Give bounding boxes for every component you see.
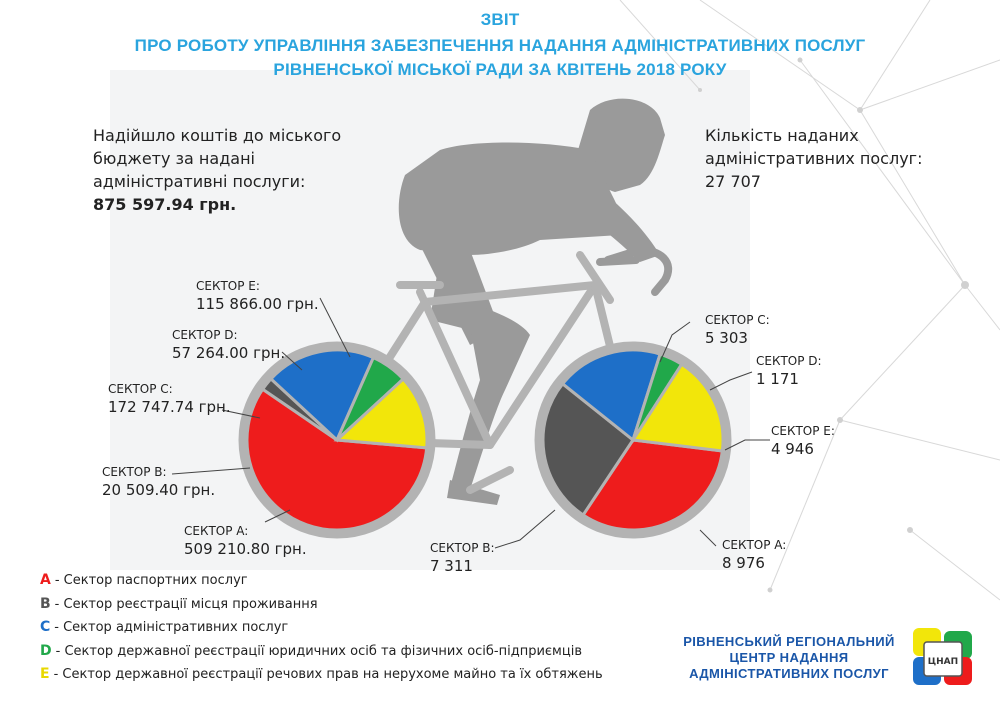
network-nodes <box>698 57 969 593</box>
funds-label-b: СЕКТОР B: 20 509.40 грн. <box>102 465 215 500</box>
services-label-d: СЕКТОР D: 1 171 <box>756 354 822 389</box>
legend-letter-e: E <box>40 666 50 682</box>
services-wheel-rim <box>534 341 732 539</box>
services-label-2: адміністративних послуг: <box>705 149 923 168</box>
services-label-a: СЕКТОР A: 8 976 <box>722 538 786 573</box>
funds-label-b-cat: СЕКТОР B: <box>102 465 167 479</box>
legend-text-a: - Сектор паспортних послуг <box>54 573 248 588</box>
report-subtitle-1: ПРО РОБОТУ УПРАВЛІННЯ ЗАБЕЗПЕЧЕННЯ НАДАН… <box>134 36 866 55</box>
services-total: 27 707 <box>705 172 761 191</box>
legend-text-b: - Сектор реєстрації місця проживання <box>54 596 318 612</box>
services-leader-lines <box>494 321 770 549</box>
funds-label-2: бюджету за надані <box>93 149 255 168</box>
services-label-d-val: 1 171 <box>756 370 799 388</box>
funds-total: 875 597.94 грн. <box>93 195 237 214</box>
sector-legend: A- Сектор паспортних послуг B- Сектор ре… <box>40 569 603 687</box>
org-name-1: РІВНЕНСЬКИЙ РЕГІОНАЛЬНИЙ <box>683 634 895 649</box>
legend-text-d: - Сектор державної реєстрації юридичних … <box>55 643 582 659</box>
funds-label-d-cat: СЕКТОР D: <box>172 328 238 342</box>
services-label-a-val: 8 976 <box>722 554 765 572</box>
services-label-b-cat: СЕКТОР B: <box>430 541 495 555</box>
services-label-b-val: 7 311 <box>430 557 473 575</box>
services-label-a-cat: СЕКТОР A: <box>722 538 787 552</box>
funds-label-d: СЕКТОР D: 57 264.00 грн. <box>172 328 285 363</box>
services-summary: Кількість наданих адміністративних послу… <box>705 124 922 193</box>
funds-wheel-rim <box>238 341 436 539</box>
services-label-1: Кількість наданих <box>705 126 859 145</box>
funds-label-c: СЕКТОР C: 172 747.74 грн. <box>108 382 231 417</box>
legend-letter-a: A <box>40 572 51 588</box>
report-subtitle-2: РІВНЕНСЬКОЇ МІСЬКОЇ РАДИ ЗА КВІТЕНЬ 2018… <box>273 60 727 79</box>
funds-label-d-val: 57 264.00 грн. <box>172 344 286 362</box>
org-name-2: ЦЕНТР НАДАННЯ <box>729 650 849 665</box>
report-title: ЗВІТ <box>480 10 520 29</box>
cnap-logo: ЦНАП <box>913 628 972 685</box>
services-pie-chart <box>541 348 725 532</box>
funds-label-a: СЕКТОР A: 509 210.80 грн. <box>184 524 307 559</box>
legend-item-a: A- Сектор паспортних послуг <box>40 569 603 593</box>
legend-letter-d: D <box>40 642 52 659</box>
services-label-c: СЕКТОР C: 5 303 <box>705 313 770 348</box>
services-label-d-cat: СЕКТОР D: <box>756 354 822 368</box>
legend-item-c: C- Сектор адміністративних послуг <box>40 616 603 640</box>
funds-label-c-cat: СЕКТОР C: <box>108 382 173 396</box>
services-label-c-val: 5 303 <box>705 329 748 347</box>
svg-text:ЦНАП: ЦНАП <box>928 657 958 667</box>
funds-label-a-val: 509 210.80 грн. <box>184 540 307 558</box>
legend-item-b: B- Сектор реєстрації місця проживання <box>40 593 603 617</box>
handlebar <box>596 245 673 296</box>
legend-letter-c: C <box>40 619 51 635</box>
funds-summary: Надійшло коштів до міського бюджету за н… <box>93 124 341 216</box>
funds-label-1: Надійшло коштів до міського <box>93 126 342 145</box>
legend-item-d: D- Сектор державної реєстрації юридичних… <box>40 640 603 664</box>
legend-letter-b: B <box>40 595 51 612</box>
funds-leader-lines <box>171 297 351 523</box>
legend-text-c: - Сектор адміністративних послуг <box>54 620 289 635</box>
funds-label-e-cat: СЕКТОР E: <box>196 279 260 293</box>
services-label-c-cat: СЕКТОР C: <box>705 313 770 327</box>
services-label-e: СЕКТОР E: 4 946 <box>771 424 835 459</box>
funds-label-c-val: 172 747.74 грн. <box>108 398 231 416</box>
org-name-3: АДМІНІСТРАТИВНИХ ПОСЛУГ <box>689 666 889 681</box>
legend-item-e: E- Сектор державної реєстрації речових п… <box>40 663 603 687</box>
services-label-b: СЕКТОР B: 7 311 <box>430 541 495 576</box>
funds-label-3: адміністративні послуги: <box>93 172 306 191</box>
funds-pie-chart <box>245 348 429 532</box>
network-decoration <box>619 0 1000 601</box>
funds-label-a-cat: СЕКТОР A: <box>184 524 249 538</box>
funds-label-e-val: 115 866.00 грн. <box>196 295 319 313</box>
funds-label-e: СЕКТОР E: 115 866.00 грн. <box>196 279 319 314</box>
legend-text-e: - Сектор державної реєстрації речових пр… <box>53 667 603 682</box>
org-name: РІВНЕНСЬКИЙ РЕГІОНАЛЬНИЙ ЦЕНТР НАДАННЯ А… <box>676 634 902 682</box>
funds-label-b-val: 20 509.40 грн. <box>102 481 216 499</box>
services-label-e-cat: СЕКТОР E: <box>771 424 835 438</box>
services-label-e-val: 4 946 <box>771 440 814 458</box>
